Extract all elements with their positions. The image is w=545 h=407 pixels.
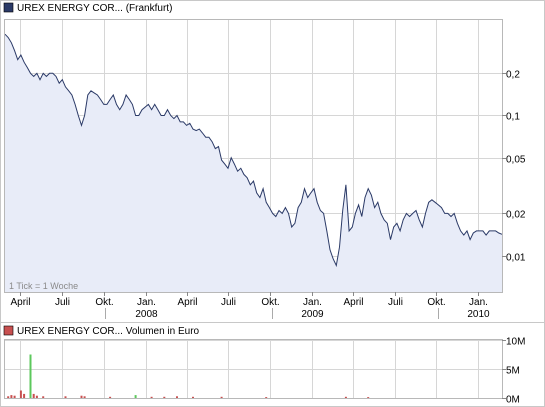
- volume-bar: [134, 395, 137, 398]
- volume-y-tick-label: 5M: [506, 366, 520, 377]
- price-x-tick-label: Jan.: [303, 297, 322, 308]
- price-x-tick-label: Jan.: [469, 297, 488, 308]
- price-x-tick-label: April: [343, 297, 363, 308]
- price-y-axis: 0,2 0,1 0,05 0,02 0,01: [502, 70, 526, 264]
- price-y-tick-label: 0,1: [506, 112, 520, 123]
- volume-bar: [80, 395, 83, 398]
- price-y-tick-label: 0,02: [506, 210, 526, 221]
- volume-bar: [220, 396, 223, 398]
- price-x-tick-label: Juli: [221, 297, 236, 308]
- price-plot-frame: [4, 19, 503, 293]
- price-legend-swatch: [3, 2, 14, 13]
- price-area-fill: [5, 34, 502, 292]
- price-x-tick-label: Okt.: [261, 297, 279, 308]
- volume-bar: [29, 354, 32, 398]
- volume-bar: [64, 396, 67, 398]
- price-y-tick-label: 0,05: [506, 155, 526, 166]
- volume-bar: [192, 396, 194, 398]
- volume-bar: [344, 396, 347, 398]
- price-y-tick-label: 0,2: [506, 70, 520, 81]
- price-chart-title: UREX ENERGY COR... (Frankfurt): [17, 3, 172, 14]
- volume-bar: [109, 396, 112, 398]
- volume-bar: [176, 396, 178, 398]
- volume-bar: [42, 396, 45, 398]
- volume-bar: [265, 397, 268, 398]
- price-x-tick-label: Juli: [388, 297, 403, 308]
- volume-bar: [23, 393, 26, 398]
- price-x-year-label: 2008: [135, 309, 158, 320]
- volume-bar: [163, 396, 166, 398]
- volume-bar: [10, 395, 13, 398]
- volume-bar: [150, 396, 153, 398]
- price-y-tick-label: 0,01: [506, 253, 526, 264]
- volume-bar: [7, 396, 10, 398]
- volume-bar: [19, 390, 22, 398]
- volume-bar: [32, 393, 35, 398]
- volume-y-tick-label: 10M: [506, 337, 525, 348]
- volume-y-tick-label: 0M: [506, 395, 520, 406]
- price-x-year-label: 2009: [301, 309, 324, 320]
- price-x-year-label: 2010: [467, 309, 490, 320]
- volume-bar: [367, 397, 370, 398]
- price-x-tick-label: Juli: [55, 297, 70, 308]
- price-x-tick-label: April: [177, 297, 197, 308]
- price-x-tick-label: Okt.: [427, 297, 445, 308]
- volume-panel-frame: [0, 322, 545, 407]
- price-line-series: [4, 33, 503, 268]
- price-x-tick-label: April: [10, 297, 30, 308]
- volume-bar: [83, 396, 86, 398]
- price-x-tick-label: Jan.: [137, 297, 156, 308]
- volume-bar: [35, 395, 38, 398]
- volume-bar: [13, 395, 16, 398]
- volume-chart-title: UREX ENERGY COR... Volumen in Euro: [17, 326, 200, 337]
- tick-note: 1 Tick = 1 Woche: [9, 281, 78, 291]
- volume-legend-swatch: [3, 325, 14, 336]
- volume-bars: [7, 354, 370, 398]
- volume-y-axis: 10M 5M 0M: [502, 337, 525, 406]
- price-x-tick-label: Okt.: [95, 297, 113, 308]
